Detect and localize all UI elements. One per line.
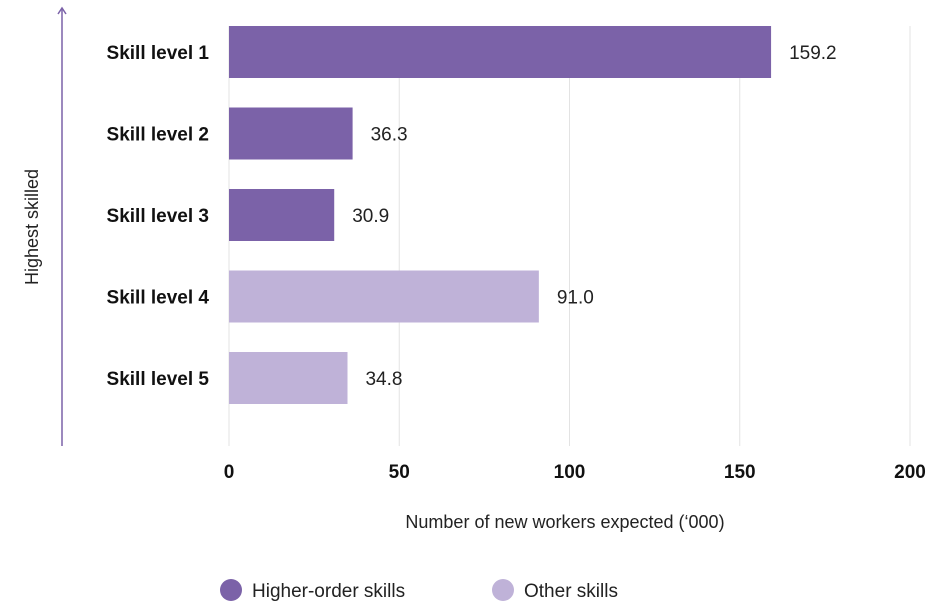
bar [229, 189, 335, 241]
legend-item-other: Other skills [492, 579, 618, 602]
bars [229, 26, 772, 404]
value-label: 91.0 [557, 288, 594, 309]
x-tick-label: 150 [724, 462, 756, 483]
y-axis-arrowhead [57, 6, 67, 15]
category-label: Skill level 4 [107, 288, 210, 309]
x-axis-title: Number of new workers expected (‘000) [405, 512, 724, 532]
value-labels: 159.2 36.3 30.9 91.0 34.8 [352, 43, 836, 390]
category-label: Skill level 1 [107, 43, 210, 64]
x-tick-label: 50 [389, 462, 410, 483]
legend-label-other: Other skills [524, 581, 618, 602]
value-label: 36.3 [371, 125, 408, 146]
value-label: 30.9 [352, 206, 389, 227]
legend: Higher-order skills Other skills [220, 579, 618, 602]
category-label: Skill level 5 [107, 369, 210, 390]
legend-swatch-other [492, 579, 514, 601]
category-label: Skill level 3 [107, 206, 209, 227]
bar [229, 270, 539, 323]
x-tick-labels: 0 50 100 150 200 [224, 462, 926, 483]
legend-label-higher-order: Higher-order skills [252, 581, 405, 602]
category-label: Skill level 2 [107, 125, 209, 146]
bar [229, 107, 353, 160]
category-labels: Skill level 1 Skill level 2 Skill level 3 S… [107, 43, 210, 390]
x-tick-label: 200 [894, 462, 926, 483]
bar [229, 352, 348, 404]
bar [229, 26, 772, 78]
x-tick-label: 0 [224, 462, 235, 483]
value-label: 159.2 [789, 43, 837, 64]
value-label: 34.8 [365, 369, 402, 390]
legend-item-higher-order: Higher-order skills [220, 579, 405, 602]
y-axis-arrow [57, 6, 67, 446]
x-tick-label: 100 [554, 462, 586, 483]
legend-swatch-higher-order [220, 579, 242, 601]
y-axis-title: Highest skilled [22, 169, 42, 285]
